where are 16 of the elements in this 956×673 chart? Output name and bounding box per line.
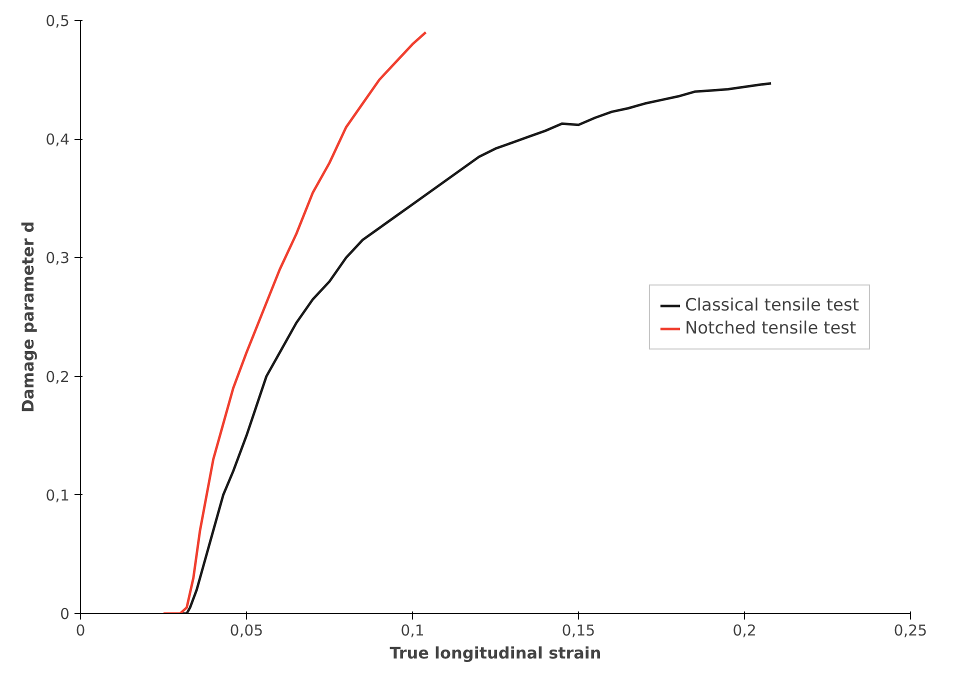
y-tick-label: 0 <box>60 605 70 623</box>
y-axis-title: Damage parameter d <box>18 221 38 413</box>
y-tick-label: 0,5 <box>46 12 70 30</box>
x-tick-label: 0,05 <box>230 622 264 640</box>
x-tick-label: 0,25 <box>894 622 928 640</box>
y-tick-label: 0,2 <box>46 368 70 386</box>
legend-label: Classical tensile test <box>684 295 859 315</box>
x-axis-title: True longitudinal strain <box>390 644 602 662</box>
y-tick-label: 0,1 <box>46 486 70 504</box>
y-tick-label: 0,3 <box>46 249 70 268</box>
x-tick-label: 0 <box>76 622 86 640</box>
x-tick-label: 0,2 <box>732 622 756 640</box>
legend-label: Notched tensile test <box>684 318 856 338</box>
x-tick-label: 0,1 <box>400 622 424 640</box>
y-tick-label: 0,4 <box>46 130 70 149</box>
x-tick-label: 0,15 <box>562 622 596 640</box>
